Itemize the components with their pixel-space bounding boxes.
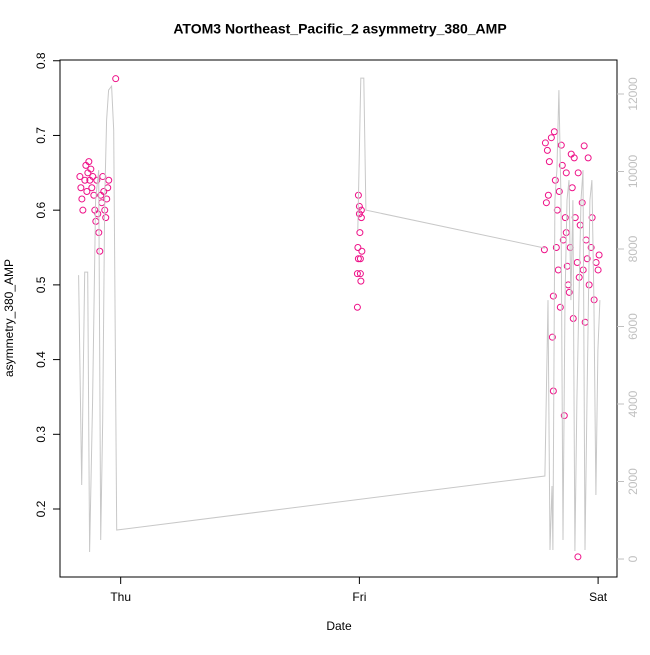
y-axis-label: asymmetry_380_AMP <box>2 259 16 377</box>
point <box>357 277 365 285</box>
point <box>356 255 364 263</box>
point <box>112 75 120 83</box>
point <box>353 270 361 278</box>
point <box>551 176 559 184</box>
point <box>355 202 363 210</box>
y2-tick-label: 2000 <box>626 468 640 495</box>
point <box>77 184 85 192</box>
point <box>358 247 366 255</box>
chart-title: ATOM3 Northeast_Pacific_2 asymmetry_380_… <box>173 21 506 37</box>
point <box>79 206 87 214</box>
point <box>356 270 364 278</box>
point <box>542 199 550 207</box>
y-tick-label: 0.6 <box>34 202 48 219</box>
y-tick-label: 0.3 <box>34 426 48 443</box>
point <box>354 244 362 252</box>
y2-tick-label: 12000 <box>626 77 640 111</box>
point <box>547 134 555 142</box>
point <box>556 303 564 311</box>
point <box>565 288 573 296</box>
y2-tick-label: 8000 <box>626 235 640 262</box>
point <box>355 210 363 218</box>
point <box>573 258 581 266</box>
point <box>562 169 570 177</box>
point <box>103 195 111 203</box>
point <box>99 173 107 181</box>
point <box>85 158 93 166</box>
point <box>102 214 110 222</box>
y-tick-label: 0.2 <box>34 500 48 517</box>
point <box>540 246 548 254</box>
y2-tick-label: 6000 <box>626 313 640 340</box>
point <box>88 184 96 192</box>
point <box>544 191 552 199</box>
point <box>580 142 588 150</box>
point <box>541 139 549 147</box>
point <box>353 303 361 311</box>
point <box>550 128 558 136</box>
point <box>78 195 86 203</box>
point <box>587 244 595 252</box>
y2-tick-label: 10000 <box>626 154 640 188</box>
point <box>93 176 101 184</box>
x-tick-label: Thu <box>110 590 131 604</box>
point <box>594 266 602 274</box>
y-tick-label: 0.7 <box>34 127 48 144</box>
point <box>100 187 108 195</box>
point <box>558 161 566 169</box>
point <box>543 146 551 154</box>
x-axis-label: Date <box>326 619 352 633</box>
point <box>548 333 556 341</box>
point <box>90 191 98 199</box>
point <box>83 187 91 195</box>
point <box>81 176 89 184</box>
point <box>555 187 563 195</box>
point <box>583 255 591 263</box>
point <box>94 210 102 218</box>
point <box>595 251 603 259</box>
point <box>89 173 97 181</box>
x-tick-label: Sat <box>589 590 608 604</box>
point <box>354 255 362 263</box>
point <box>561 214 569 222</box>
point <box>96 247 104 255</box>
y2-tick-label: 0 <box>626 555 640 562</box>
point <box>76 173 84 181</box>
point <box>574 169 582 177</box>
point <box>545 158 553 166</box>
point <box>584 154 592 162</box>
point <box>553 206 561 214</box>
y-tick-label: 0.4 <box>34 351 48 368</box>
x-tick-label: Fri <box>352 590 366 604</box>
point <box>87 165 95 173</box>
point <box>552 244 560 252</box>
y2-tick-label: 4000 <box>626 390 640 417</box>
point <box>356 229 364 237</box>
point <box>105 176 113 184</box>
point <box>574 553 582 561</box>
y-tick-label: 0.8 <box>34 52 48 69</box>
plot-frame <box>59 59 618 578</box>
point <box>557 141 565 149</box>
line <box>78 77 601 553</box>
y-tick-label: 0.5 <box>34 276 48 293</box>
point <box>578 199 586 207</box>
point <box>549 292 557 300</box>
point <box>570 154 578 162</box>
